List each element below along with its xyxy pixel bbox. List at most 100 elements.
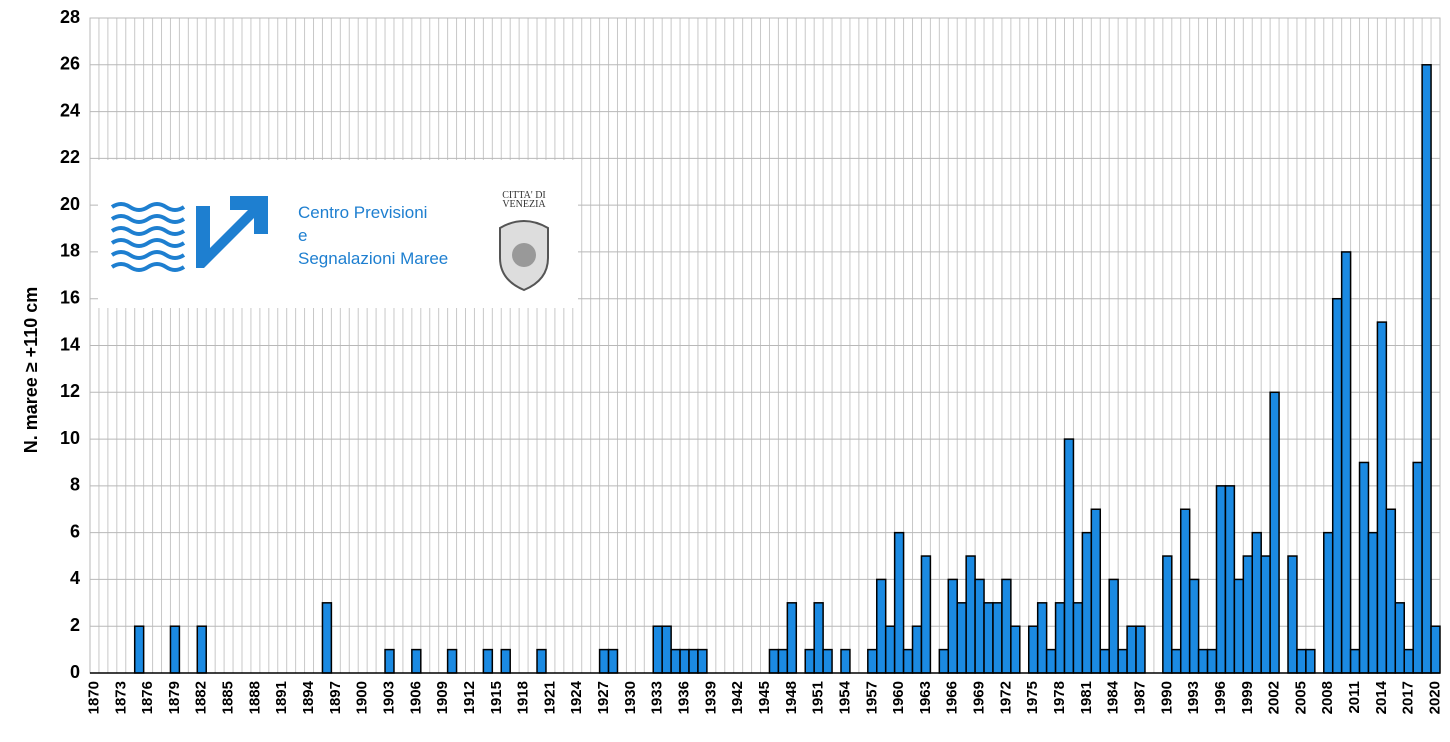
x-tick-label: 1975 [1024,681,1041,714]
bar [482,648,494,674]
logo: Centro Previsioni e Segnalazioni Maree C… [98,160,578,308]
x-tick-label: 1906 [407,681,424,714]
bar [1135,625,1146,674]
bar [884,625,896,674]
bar [974,578,985,674]
x-tick-label: 1969 [971,681,988,714]
x-tick-label: 1954 [836,680,853,714]
bar [1376,321,1388,674]
bar [1296,648,1307,674]
x-tick-label: 1981 [1078,681,1095,714]
bar [1162,555,1173,674]
x-tick-label: 2008 [1319,681,1336,714]
bar [1054,602,1066,674]
bar [1010,625,1021,674]
bar [1385,508,1397,674]
x-tick-label: 1900 [354,681,371,714]
x-tick-label: 1870 [85,681,102,714]
x-tick-label: 1990 [1158,681,1175,714]
bar [911,625,923,674]
x-tick-label: 1999 [1239,681,1256,714]
bar [1251,531,1262,674]
x-tick-label: 1966 [944,681,961,714]
bar [1412,461,1423,674]
bar [902,648,914,674]
bar [1215,485,1227,674]
x-tick-label: 1948 [783,681,800,714]
x-tick-label: 1987 [1131,681,1148,714]
x-tick-label: 1897 [327,681,344,714]
bar [1126,625,1137,674]
bar [1287,555,1298,674]
x-tick-label: 1909 [434,681,451,714]
bar [893,531,905,674]
bar [1430,625,1441,674]
bar [1394,602,1405,674]
bar [1197,648,1209,674]
x-tick-label: 2011 [1346,681,1363,714]
bar [446,648,458,674]
x-tick-label: 1942 [729,681,746,714]
bar [1242,555,1254,674]
bar [1358,461,1370,674]
y-tick-label: 2 [70,615,80,635]
bar [688,648,699,674]
bar [813,602,824,674]
bar [1027,625,1039,674]
x-tick-label: 1993 [1185,681,1202,714]
x-tick-label: 1873 [112,681,129,714]
bar [1367,531,1379,674]
x-tick-label: 1918 [515,681,532,714]
bar [607,648,619,674]
logo-text: e [298,226,307,245]
bar [133,625,145,674]
bar [768,648,780,674]
bar [1323,531,1334,674]
x-tick-label: 1882 [193,681,210,714]
bar [1340,251,1352,674]
y-tick-label: 10 [60,428,80,448]
bar [956,602,967,674]
bar [777,648,789,674]
x-tick-label: 1885 [220,681,237,714]
bar [1063,438,1075,674]
bar [1036,602,1048,674]
y-tick-label: 4 [70,568,80,588]
bar [1224,485,1236,674]
bar [1179,508,1191,674]
y-tick-label: 20 [60,194,80,214]
x-tick-label: 1936 [676,681,693,714]
x-tick-label: 1924 [568,680,585,714]
bar [1171,648,1182,674]
bar [1188,578,1200,674]
bar [598,648,610,674]
x-tick-label: 1876 [139,681,156,714]
bar [1305,648,1316,674]
x-tick-label: 1939 [702,681,719,714]
bar [1108,578,1119,674]
bar [169,625,181,674]
bar [1001,578,1012,674]
x-tick-label: 1963 [917,681,934,714]
bar [500,648,511,674]
bar [1206,648,1218,674]
bar [1260,555,1271,674]
bar [804,648,815,674]
x-tick-label: 1903 [380,681,397,714]
x-tick-label: 1984 [1105,680,1122,714]
y-tick-label: 24 [60,100,80,120]
bar [876,578,887,674]
bar [1269,391,1280,674]
logo-text: Centro Previsioni [298,203,427,222]
y-tick-label: 28 [60,7,80,27]
y-tick-label: 26 [60,54,80,74]
bar [983,602,994,674]
y-tick-label: 14 [60,334,80,354]
crest-figure [512,243,536,267]
grid [89,17,1441,674]
x-tick-label: 1951 [810,681,827,714]
bar [196,625,207,674]
x-tick-label: 1894 [300,680,317,714]
bar [965,555,976,674]
y-tick-label: 22 [60,147,80,167]
